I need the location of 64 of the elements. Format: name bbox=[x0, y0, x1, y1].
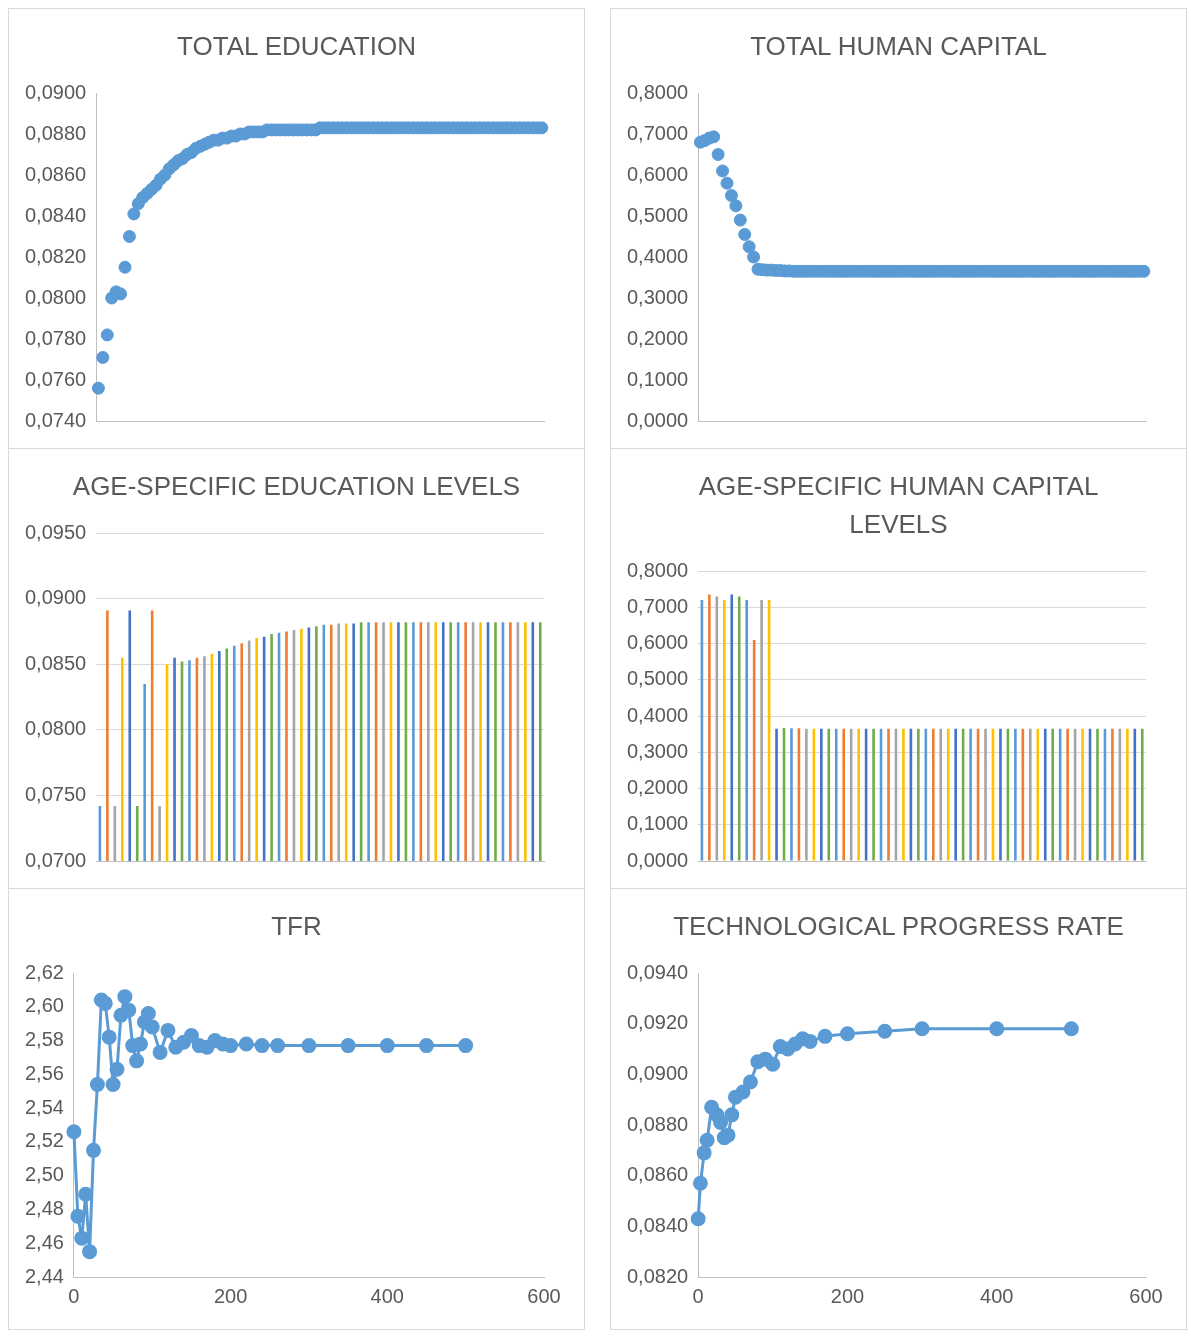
y-tick-label: 0,1000 bbox=[627, 812, 689, 835]
y-tick-label: 0,0840 bbox=[25, 203, 87, 226]
y-tick-label: 0,8000 bbox=[627, 80, 689, 103]
y-tick-label: 0,0820 bbox=[25, 244, 87, 267]
y-tick-label: 0,4000 bbox=[627, 703, 689, 726]
y-tick-label: 0,0780 bbox=[25, 326, 87, 349]
y-tick-label: 0,0900 bbox=[25, 586, 87, 609]
y-tick-label: 0,0740 bbox=[25, 408, 87, 431]
x-tick-label: 600 bbox=[1129, 1284, 1163, 1307]
chart-title: TFR bbox=[270, 910, 323, 943]
y-tick-label: 0,3000 bbox=[627, 285, 689, 308]
y-tick-label: 0,0700 bbox=[25, 848, 87, 871]
x-tick-label: 600 bbox=[527, 1284, 561, 1307]
x-tick-label: 0 bbox=[692, 1284, 704, 1307]
y-tick-label: 0,0940 bbox=[627, 960, 689, 983]
y-tick-label: 0,0800 bbox=[25, 717, 87, 740]
x-tick-label: 400 bbox=[980, 1284, 1014, 1307]
y-tick-label: 2,48 bbox=[24, 1196, 64, 1219]
y-tick-label: 0,7000 bbox=[627, 594, 689, 617]
y-tick-label: 0,0800 bbox=[25, 285, 87, 308]
y-tick-label: 0,0840 bbox=[627, 1213, 689, 1236]
y-tick-label: 2,44 bbox=[24, 1264, 64, 1287]
y-tick-label: 0,4000 bbox=[627, 244, 689, 267]
chart-title: AGE-SPECIFIC HUMAN CAPITAL LEVELS bbox=[697, 470, 1100, 541]
y-tick-label: 0,0860 bbox=[627, 1163, 689, 1186]
y-tick-label: 0,0880 bbox=[25, 121, 87, 144]
y-tick-label: 0,3000 bbox=[627, 739, 689, 762]
x-tick-label: 0 bbox=[68, 1284, 80, 1307]
y-tick-label: 0,0900 bbox=[627, 1061, 689, 1084]
y-tick-label: 0,0000 bbox=[627, 848, 689, 871]
y-tick-label: 0,0860 bbox=[25, 162, 87, 185]
y-tick-label: 0,2000 bbox=[627, 326, 689, 349]
x-tick-label: 200 bbox=[830, 1284, 865, 1307]
y-tick-label: 2,58 bbox=[24, 1028, 64, 1051]
y-tick-label: 0,0850 bbox=[25, 651, 87, 674]
y-tick-label: 2,50 bbox=[24, 1163, 64, 1186]
y-tick-label: 0,2000 bbox=[627, 776, 689, 799]
chart-title: TOTAL HUMAN CAPITAL bbox=[749, 30, 1048, 63]
chart-title: AGE-SPECIFIC EDUCATION LEVELS bbox=[71, 470, 522, 503]
y-tick-label: 2,46 bbox=[24, 1230, 64, 1253]
y-tick-label: 0,0920 bbox=[627, 1011, 689, 1034]
y-tick-label: 0,8000 bbox=[627, 558, 689, 581]
y-tick-label: 0,0000 bbox=[627, 408, 689, 431]
y-tick-label: 0,0750 bbox=[25, 782, 87, 805]
y-tick-label: 0,6000 bbox=[627, 631, 689, 654]
y-tick-label: 0,0760 bbox=[25, 367, 87, 390]
y-tick-label: 0,5000 bbox=[627, 667, 689, 690]
y-tick-label: 2,62 bbox=[24, 960, 64, 983]
y-tick-label: 0,6000 bbox=[627, 162, 689, 185]
y-tick-label: 2,60 bbox=[24, 994, 64, 1017]
x-tick-label: 200 bbox=[213, 1284, 248, 1307]
y-tick-label: 0,1000 bbox=[627, 367, 689, 390]
chart-title: TECHNOLOGICAL PROGRESS RATE bbox=[672, 910, 1125, 943]
y-tick-label: 2,52 bbox=[24, 1129, 64, 1152]
y-tick-label: 0,0880 bbox=[627, 1112, 689, 1135]
y-tick-label: 0,0820 bbox=[627, 1264, 689, 1287]
y-tick-label: 0,0900 bbox=[25, 80, 87, 103]
y-tick-label: 0,7000 bbox=[627, 121, 689, 144]
x-tick-label: 400 bbox=[370, 1284, 404, 1307]
y-tick-label: 2,54 bbox=[24, 1095, 64, 1118]
y-tick-label: 2,56 bbox=[24, 1061, 64, 1084]
y-tick-label: 0,0950 bbox=[25, 520, 87, 543]
chart-title: TOTAL EDUCATION bbox=[176, 30, 417, 63]
y-tick-label: 0,5000 bbox=[627, 203, 689, 226]
